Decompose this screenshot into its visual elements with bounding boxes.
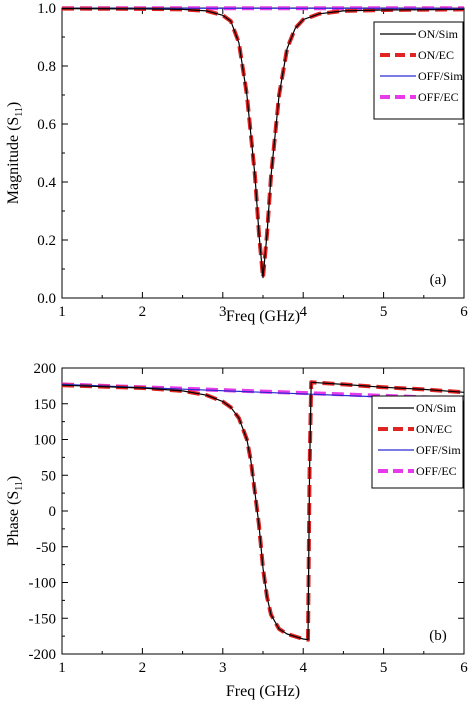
legend-label: ON/EC [416,422,452,436]
series-layer [61,6,465,280]
y-tick-label: 0.2 [37,233,56,249]
y-tick-label: 50 [41,468,56,484]
y-tick-label: 0.0 [37,291,56,307]
legend-label: OFF/Sim [416,443,461,457]
magnitude-chart: 1 2 3 4 5 6 0.0 0.2 0.4 0.6 0.8 1.0 Freq (GHz) Mag… [5,1,468,325]
legend-box [373,21,464,120]
y-tick-label: 150 [34,397,57,413]
x-tick-label: 5 [380,304,388,320]
legend-label: ON/EC [418,48,454,62]
legend: ON/Sim ON/EC OFF/Sim OFF/EC [373,21,464,120]
legend-label: ON/Sim [416,401,457,415]
x-tick-label: 3 [219,304,227,320]
x-tick-labels: 1 2 3 4 5 6 [58,304,468,320]
x-tick-label: 3 [219,660,227,676]
x-tick-label: 1 [58,304,66,320]
x-tick-label: 6 [460,304,468,320]
y-tick-label: 0.6 [37,117,56,133]
y-tick-labels: -200 -150 -100 -50 0 50 100 150 200 [29,361,57,663]
y-tick-label: 1.0 [37,1,56,17]
y-tick-label: 0.8 [37,59,56,75]
panel-label: (b) [429,628,447,644]
y-tick-labels: 0.0 0.2 0.4 0.6 0.8 1.0 [37,1,56,307]
x-tick-label: 2 [139,304,147,320]
x-axis-label: Freq (GHz) [226,308,300,325]
legend-label: OFF/Sim [418,69,463,83]
x-tick-label: 1 [58,660,66,676]
y-tick-label: 0 [49,504,57,520]
y-tick-label: 200 [34,361,57,377]
y-axis-label: Phase (S11) [5,476,25,547]
legend-label: ON/Sim [418,27,459,41]
x-tick-label: 5 [380,660,388,676]
x-tick-label: 6 [460,660,468,676]
y-tick-label: 100 [34,433,57,449]
x-tick-labels: 1 2 3 4 5 6 [58,660,468,676]
phase-chart: 1 2 3 4 5 6 -200 -150 -100 -50 0 50 100 150 200 Freq … [5,361,468,700]
x-tick-label: 4 [299,660,307,676]
y-tick-label: 0.4 [37,175,56,191]
series-line-on-sim [61,381,465,641]
legend-label: OFF/EC [416,464,457,478]
y-tick-label: -150 [29,611,57,627]
x-axis-label: Freq (GHz) [226,683,300,700]
x-tick-label: 2 [139,660,147,676]
y-tick-label: -200 [29,647,57,663]
legend-label: OFF/EC [418,90,459,104]
y-tick-label: -100 [29,576,57,592]
y-axis-label: Magnitude (S11) [5,102,25,205]
legend: ON/Sim ON/EC OFF/Sim OFF/EC [371,395,464,489]
series-line-on-sim [61,8,465,279]
x-tick-label: 4 [299,304,307,320]
panel-label: (a) [430,272,447,288]
y-tick-label: -50 [36,540,56,556]
